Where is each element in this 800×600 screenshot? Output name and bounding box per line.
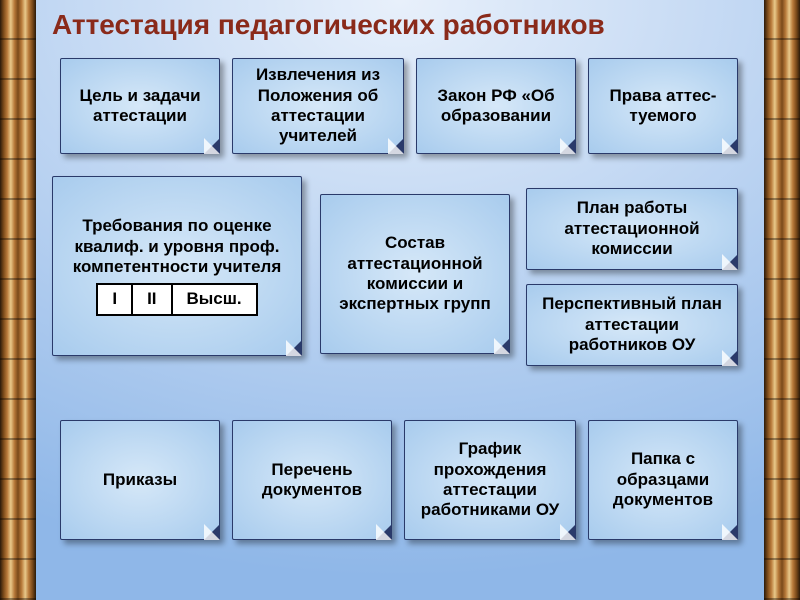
card-label: График прохождения аттестации работникам… [413, 439, 567, 521]
card-goals[interactable]: Цель и задачи аттестации [60, 58, 220, 154]
qual-cell-3[interactable]: Высш. [173, 285, 256, 313]
card-workplan[interactable]: План работы аттестационной комиссии [526, 188, 738, 270]
right-ornament-border [764, 0, 800, 600]
card-rights[interactable]: Права аттес-туемого [588, 58, 738, 154]
left-ornament-border [0, 0, 36, 600]
qual-cell-1[interactable]: I [98, 285, 133, 313]
card-label: Права аттес-туемого [597, 86, 729, 127]
card-label: Папка с образцами документов [597, 449, 729, 510]
qual-cell-2[interactable]: II [133, 285, 172, 313]
card-label: Закон РФ «Об образовании [425, 86, 567, 127]
card-requirements[interactable]: Требования по оценке квалиф. и уровня пр… [52, 176, 302, 356]
card-doclist[interactable]: Перечень документов [232, 420, 392, 540]
card-folder[interactable]: Папка с образцами документов [588, 420, 738, 540]
card-label: Цель и задачи аттестации [69, 86, 211, 127]
page-title: Аттестация педагогических работников [48, 10, 752, 41]
card-label: Приказы [103, 470, 177, 490]
card-label: Извлечения из Положения об аттестации уч… [241, 65, 395, 147]
card-perspective[interactable]: Перспективный план аттестации работников… [526, 284, 738, 366]
card-label: Перспективный план аттестации работников… [535, 294, 729, 355]
card-orders[interactable]: Приказы [60, 420, 220, 540]
slide-content: Аттестация педагогических работников Цел… [36, 0, 764, 600]
card-label: Требования по оценке квалиф. и уровня пр… [61, 216, 293, 277]
card-schedule[interactable]: График прохождения аттестации работникам… [404, 420, 576, 540]
card-label: Состав аттестационной комиссии и эксперт… [329, 233, 501, 315]
qualification-table: I II Высш. [96, 283, 257, 315]
card-law[interactable]: Закон РФ «Об образовании [416, 58, 576, 154]
card-extracts[interactable]: Извлечения из Положения об аттестации уч… [232, 58, 404, 154]
card-label: Перечень документов [241, 460, 383, 501]
card-label: План работы аттестационной комиссии [535, 198, 729, 259]
card-composition[interactable]: Состав аттестационной комиссии и эксперт… [320, 194, 510, 354]
